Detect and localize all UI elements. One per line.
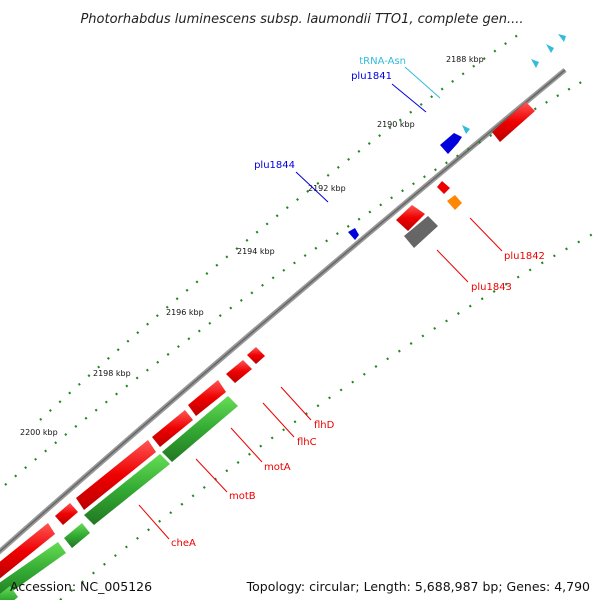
plu1842-label: plu1842	[504, 251, 545, 262]
mota-label: motA	[264, 462, 291, 473]
orange-cds-feature[interactable]	[447, 195, 462, 210]
flhc-feature[interactable]	[226, 360, 252, 383]
map-title: Photorhabdus luminescens subsp. laumondi…	[80, 12, 523, 27]
tick-2194: 2194 kbp	[237, 247, 275, 256]
cds-feature[interactable]	[55, 503, 78, 525]
tick-2190: 2190 kbp	[377, 120, 415, 129]
cds-feature[interactable]	[152, 410, 193, 447]
plu1841-feature[interactable]	[440, 133, 462, 154]
cds-feature[interactable]	[188, 380, 226, 416]
reverse-cds-track	[0, 396, 238, 600]
forward-cds-track	[0, 347, 265, 580]
motb-label: motB	[229, 491, 256, 502]
label-leader-lines	[138, 66, 503, 540]
chea-feature[interactable]	[64, 523, 90, 548]
tick-2192: 2192 kbp	[308, 184, 346, 193]
plu1842-feature[interactable]	[437, 181, 450, 194]
mota-feature[interactable]	[162, 396, 238, 462]
motb-feature[interactable]	[84, 454, 170, 525]
cds-feature[interactable]	[0, 523, 55, 580]
tick-2198: 2198 kbp	[93, 369, 131, 378]
accession-text: Accession: NC_005126	[10, 579, 153, 594]
cds-feature[interactable]	[492, 102, 535, 142]
flhd-label: flhD	[314, 420, 335, 431]
trna-markers	[462, 34, 566, 134]
plu1844-label: plu1844	[254, 160, 295, 171]
topology-text: Topology: circular; Length: 5,688,987 bp…	[246, 579, 590, 594]
plu1841-label: plu1841	[351, 71, 392, 82]
flhd-feature[interactable]	[247, 347, 265, 364]
plu1843-label: plu1843	[471, 282, 512, 293]
trna-asn-label: tRNA-Asn	[359, 56, 406, 67]
genome-backbone	[0, 68, 567, 555]
gc-dot-track-outer	[39, 29, 526, 421]
cds-feature[interactable]	[0, 542, 66, 600]
cds-feature[interactable]	[76, 440, 156, 510]
cds-feature[interactable]	[396, 205, 425, 231]
genome-backbone-shadow	[0, 69, 566, 553]
trna-feature[interactable]	[531, 59, 539, 68]
trna-asn-feature[interactable]	[462, 125, 470, 134]
plu1844-feature[interactable]	[348, 228, 359, 240]
tick-2188: 2188 kbp	[446, 55, 484, 64]
plu1843-feature[interactable]	[404, 216, 438, 248]
gc-dot-track-lower	[59, 229, 600, 600]
trna-feature[interactable]	[558, 34, 566, 42]
chea-label: cheA	[171, 538, 196, 549]
cds-feature[interactable]	[0, 586, 18, 600]
flhc-label: flhC	[297, 437, 317, 448]
tick-2196: 2196 kbp	[166, 308, 204, 317]
trna-feature[interactable]	[546, 44, 554, 53]
tick-2200: 2200 kbp	[20, 428, 58, 437]
